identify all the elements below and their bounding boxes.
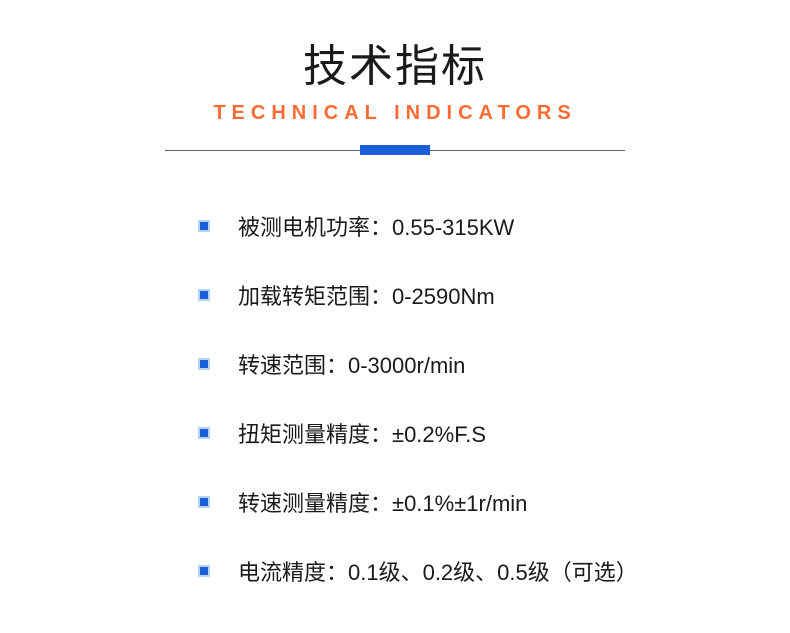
specs-list: 被测电机功率：0.55-315KW 加载转矩范围：0-2590Nm 转速范围：0… [0,210,790,587]
spec-item: 扭矩测量精度：±0.2%F.S [198,417,790,449]
spec-text: 加载转矩范围：0-2590Nm [238,279,495,311]
bullet-icon [198,220,210,232]
subtitle: TECHNICAL INDICATORS [0,102,790,125]
spec-text: 转速范围：0-3000r/min [238,348,465,380]
divider [165,145,625,155]
title-section: 技术指标 TECHNICAL INDICATORS [0,30,790,125]
bullet-icon [198,358,210,370]
spec-text: 被测电机功率：0.55-315KW [238,210,514,242]
bullet-icon [198,427,210,439]
divider-accent [360,145,430,155]
spec-item: 转速范围：0-3000r/min [198,348,790,380]
document-container: 技术指标 TECHNICAL INDICATORS 被测电机功率：0.55-31… [0,0,790,587]
spec-text: 扭矩测量精度：±0.2%F.S [238,417,486,449]
spec-item: 电流精度：0.1级、0.2级、0.5级（可选） [198,555,790,587]
bullet-icon [198,565,210,577]
spec-item: 被测电机功率：0.55-315KW [198,210,790,242]
bullet-icon [198,289,210,301]
spec-text: 电流精度：0.1级、0.2级、0.5级（可选） [238,555,638,587]
spec-item: 加载转矩范围：0-2590Nm [198,279,790,311]
spec-item: 转速测量精度：±0.1%±1r/min [198,486,790,518]
spec-text: 转速测量精度：±0.1%±1r/min [238,486,527,518]
main-title: 技术指标 [0,30,790,94]
bullet-icon [198,496,210,508]
